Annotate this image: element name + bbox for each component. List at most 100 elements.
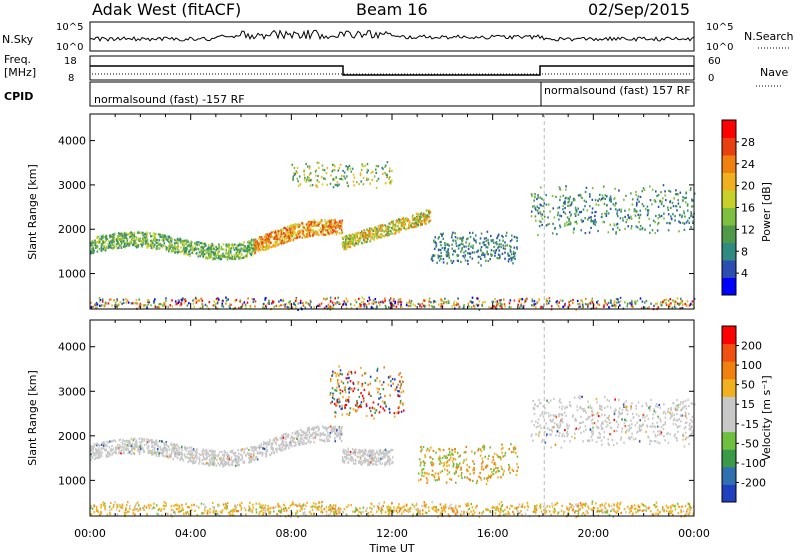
echo-cell	[334, 428, 337, 431]
echo-cell	[462, 236, 464, 239]
echo-cell	[293, 166, 296, 170]
echo-cell	[104, 249, 107, 252]
echo-cell	[446, 254, 449, 257]
echo-cell	[156, 441, 158, 444]
echo-cell	[216, 302, 219, 305]
echo-cell	[371, 451, 374, 455]
echo-cell	[95, 448, 98, 451]
echo-cell	[246, 447, 248, 450]
echo-cell	[360, 236, 362, 239]
echo-cell	[105, 448, 108, 451]
echo-cell	[154, 236, 157, 239]
echo-cell	[568, 200, 570, 203]
echo-cell	[129, 445, 132, 448]
echo-cell	[543, 202, 546, 205]
echo-cell	[486, 250, 488, 253]
echo-cell	[245, 249, 248, 252]
echo-cell	[359, 174, 362, 177]
echo-cell	[369, 453, 372, 456]
echo-cell	[671, 201, 674, 205]
echo-cell	[480, 232, 483, 235]
echo-cell	[382, 224, 385, 227]
echo-cell	[364, 235, 366, 239]
echo-cell	[156, 448, 159, 451]
echo-cell	[376, 367, 379, 370]
echo-cell	[288, 446, 290, 450]
echo-cell	[477, 249, 479, 252]
echo-cell	[132, 439, 135, 442]
echo-cell	[627, 214, 629, 217]
echo-cell	[213, 300, 216, 303]
echo-cell	[624, 209, 626, 212]
echo-cell	[116, 236, 119, 239]
echo-cell	[373, 417, 375, 420]
echo-cell	[348, 413, 350, 416]
echo-cell	[415, 219, 417, 222]
echo-cell	[354, 299, 357, 302]
echo-cell	[253, 452, 255, 455]
echo-cell	[169, 304, 172, 307]
echo-cell	[485, 246, 488, 249]
echo-cell	[451, 233, 453, 236]
echo-cell	[626, 218, 629, 221]
echo-cell	[247, 453, 250, 457]
echo-cell	[440, 251, 442, 254]
echo-cell	[296, 223, 298, 226]
echo-cell	[91, 445, 94, 448]
echo-cell	[221, 304, 223, 307]
echo-cell	[108, 451, 111, 454]
echo-cell	[280, 435, 283, 439]
echo-cell	[260, 240, 262, 243]
echo-cell	[334, 436, 336, 439]
echo-cell	[578, 302, 581, 306]
echo-cell	[395, 220, 398, 224]
echo-cell	[487, 238, 489, 242]
echo-cell	[250, 254, 253, 257]
echo-cell	[516, 246, 518, 249]
echo-cell	[213, 454, 216, 457]
echo-cell	[385, 462, 388, 465]
echo-cell	[213, 247, 215, 251]
echo-cell	[237, 251, 239, 254]
echo-cell	[656, 229, 659, 232]
echo-cell	[155, 439, 158, 442]
echo-cell	[171, 245, 173, 248]
echo-cell	[427, 209, 429, 212]
echo-cell	[476, 304, 479, 307]
echo-cell	[120, 244, 122, 247]
echo-cell	[649, 185, 651, 188]
echo-cell	[180, 445, 183, 448]
echo-cell	[109, 298, 112, 301]
echo-cell	[186, 456, 188, 459]
echo-cell	[433, 305, 436, 309]
echo-cell	[120, 448, 123, 451]
echo-cell	[531, 298, 534, 301]
echo-cell	[99, 298, 102, 302]
echo-cell	[362, 183, 365, 186]
echo-cell	[267, 234, 270, 238]
echo-cell	[464, 259, 467, 262]
echo-cell	[434, 300, 437, 303]
echo-cell	[241, 305, 244, 308]
echo-cell	[570, 202, 573, 205]
echo-cell	[398, 373, 400, 376]
echo-cell	[522, 306, 525, 309]
echo-cell	[342, 460, 345, 464]
echo-cell	[198, 299, 200, 302]
echo-cell	[345, 307, 348, 310]
echo-cell	[468, 242, 471, 245]
echo-cell	[536, 301, 539, 304]
echo-cell	[302, 225, 304, 228]
echo-cell	[276, 236, 279, 239]
echo-cell	[250, 455, 252, 459]
echo-cell	[468, 231, 471, 234]
echo-cell	[340, 177, 343, 180]
echo-cell	[574, 221, 576, 224]
echo-cell	[551, 232, 554, 235]
echo-cell	[323, 307, 326, 310]
echo-cell	[221, 454, 224, 457]
echo-cell	[660, 214, 663, 217]
echo-cell	[378, 380, 381, 383]
echo-cell	[205, 448, 208, 452]
echo-cell	[166, 455, 169, 458]
